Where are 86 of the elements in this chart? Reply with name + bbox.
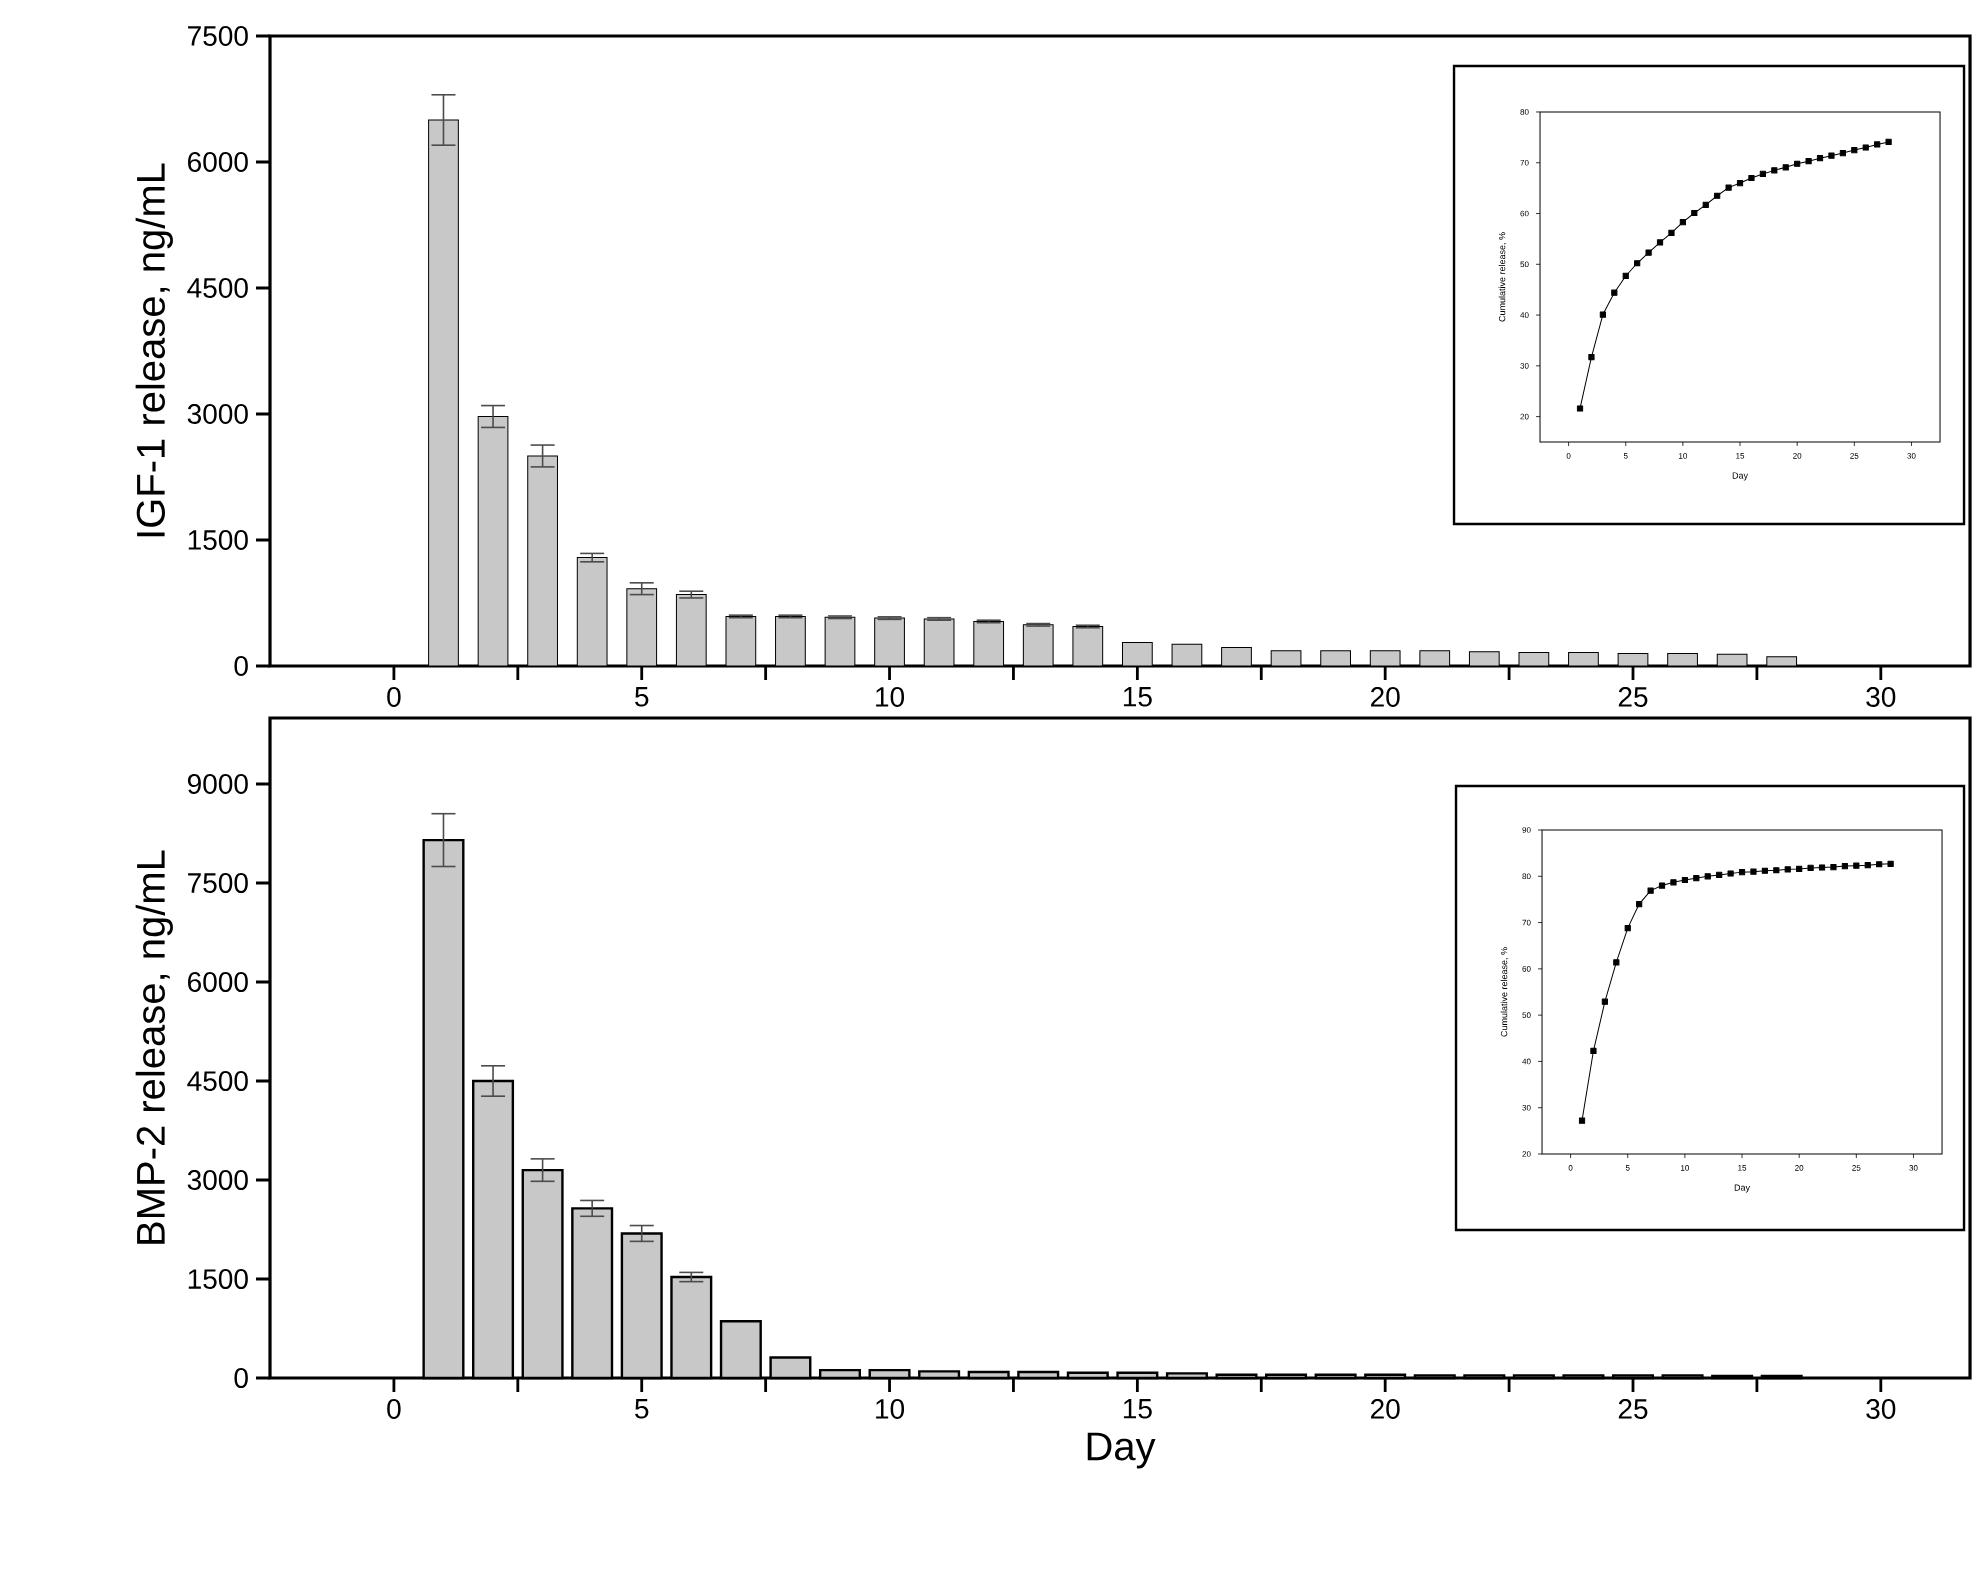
y-tick-label: 1500	[188, 530, 248, 550]
y-tick-label: 3000	[187, 1170, 248, 1190]
point	[1647, 887, 1654, 894]
point	[1750, 868, 1757, 875]
point	[1773, 867, 1780, 874]
point	[1727, 870, 1734, 877]
point	[1736, 179, 1744, 187]
y-tick-label: 6000	[188, 972, 248, 992]
point	[1636, 900, 1643, 908]
y-tick-label: 7500	[188, 873, 248, 893]
point	[1588, 354, 1595, 361]
x-tick-label: 0	[387, 687, 401, 707]
point	[1578, 1117, 1586, 1124]
y-tick-label: 7500	[188, 26, 248, 46]
point	[1862, 144, 1869, 151]
point	[1818, 864, 1826, 871]
point	[1624, 925, 1631, 932]
point	[1864, 862, 1871, 869]
point	[1841, 863, 1848, 870]
x-tick-label: 10	[876, 1399, 905, 1419]
point	[1887, 860, 1894, 867]
x-tick-label: 25	[1618, 687, 1648, 707]
point	[1590, 1047, 1597, 1054]
point	[1613, 959, 1620, 966]
point	[1716, 871, 1723, 879]
x-tick-label: 0	[387, 1399, 401, 1419]
point	[1645, 249, 1652, 256]
point	[1816, 155, 1824, 162]
x-tick-label: 20	[1371, 687, 1400, 707]
point	[1599, 311, 1606, 318]
point	[1691, 209, 1698, 217]
x-tick-label: 15	[1123, 1399, 1152, 1419]
point	[1807, 864, 1814, 872]
x-tick-label: 30	[1866, 1399, 1896, 1419]
point	[1851, 146, 1858, 154]
point	[1805, 158, 1812, 165]
point	[1725, 184, 1732, 191]
point	[1796, 865, 1803, 872]
x-tick-label: 30	[1866, 687, 1896, 707]
x-axis-title: Day	[1087, 1432, 1156, 1469]
point	[1853, 862, 1860, 869]
point	[1828, 152, 1835, 159]
point	[1839, 150, 1846, 157]
point	[1782, 164, 1789, 171]
point	[1874, 141, 1881, 148]
point	[1679, 219, 1686, 226]
point	[1576, 405, 1584, 412]
point	[1611, 289, 1618, 296]
point	[1704, 873, 1711, 880]
point	[1656, 239, 1664, 246]
x-tick-label: 20	[1371, 1399, 1400, 1419]
y-tick-label: 6000	[188, 152, 248, 172]
point	[1622, 272, 1629, 280]
point	[1784, 866, 1791, 873]
y-tick-label: 9000	[187, 774, 248, 794]
y-tick-label: 4500	[187, 1071, 248, 1091]
point	[1738, 869, 1746, 876]
x-tick-label: 5	[635, 1399, 649, 1419]
y-axis-title: IGF-1 release, ng/mL	[135, 163, 173, 537]
point	[1670, 879, 1677, 886]
x-tick-label: 10	[876, 687, 905, 707]
point	[1830, 863, 1837, 871]
x-tick-label: 5	[635, 687, 649, 707]
point	[1634, 260, 1641, 267]
point	[1658, 882, 1666, 889]
y-axis-title: BMP-2 release, ng/mL	[135, 850, 173, 1244]
point	[1714, 192, 1721, 199]
point	[1876, 861, 1883, 868]
point	[1759, 170, 1766, 178]
point	[1601, 998, 1608, 1005]
point	[1702, 201, 1709, 208]
point	[1885, 138, 1892, 146]
point	[1771, 167, 1778, 174]
y-tick-label: 0	[234, 1368, 248, 1388]
point	[1748, 174, 1755, 182]
x-tick-label: 25	[1618, 1399, 1648, 1419]
point	[1693, 875, 1700, 882]
y-tick-label: 4500	[187, 278, 248, 298]
y-tick-label: 0	[234, 656, 248, 676]
y-tick-label: 1500	[188, 1269, 248, 1289]
point	[1761, 867, 1768, 874]
point	[1794, 160, 1801, 167]
point	[1681, 876, 1688, 884]
point	[1668, 229, 1675, 236]
x-tick-label: 15	[1123, 687, 1152, 707]
y-tick-label: 3000	[187, 404, 248, 424]
